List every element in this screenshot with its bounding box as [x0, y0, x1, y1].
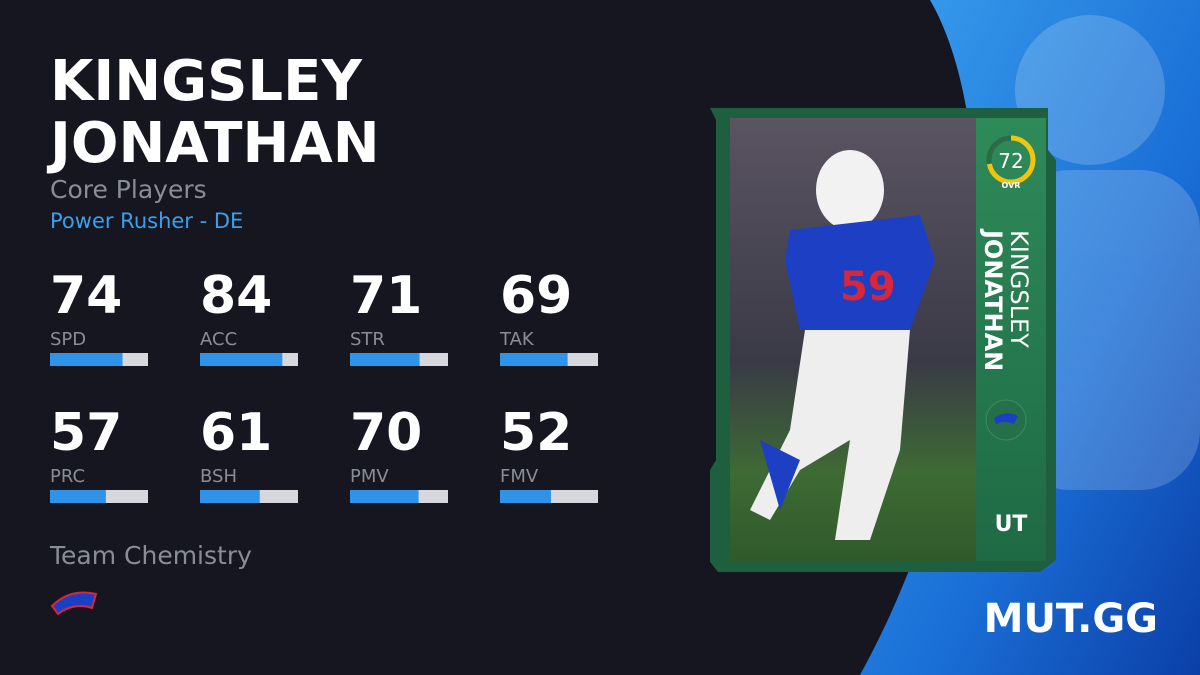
player-card: 59 72 OVR KINGSLEY JONATHAN UT: [710, 108, 1056, 572]
stat-label: FMV: [500, 466, 539, 487]
ovr-ring: [986, 135, 1036, 185]
stat-bar: [200, 490, 260, 503]
archetype: Power Rusher - DE: [50, 209, 243, 233]
stat-label: BSH: [200, 466, 237, 487]
stat-bar: [50, 353, 123, 366]
stat-bar: [500, 353, 568, 366]
stat-label: STR: [350, 329, 385, 350]
stat-bar: [200, 353, 283, 366]
stat-value: 71: [350, 266, 422, 326]
stat-value: 57: [50, 403, 122, 463]
brand-logo: MUT.GG: [984, 596, 1158, 642]
stat-bar: [350, 490, 419, 503]
stats-grid: 74 SPD 84 ACC 71 STR 69 TAK 57 PRC 61 BSH 70 PMV 52 FMV: [50, 266, 598, 503]
stat-bar: [50, 490, 106, 503]
stat-value: 61: [200, 403, 272, 463]
stat-label: ACC: [200, 329, 237, 350]
player-figure: 59: [750, 150, 935, 540]
ovr-label: OVR: [1002, 181, 1021, 190]
bg-player-silhouette: [1010, 15, 1200, 490]
stat-value: 70: [350, 403, 422, 463]
stat-label: SPD: [50, 329, 86, 350]
stat-value: 69: [500, 266, 572, 326]
ovr-value: 72: [998, 149, 1023, 173]
card-sidebar: [976, 118, 1046, 561]
card-last-name: JONATHAN: [979, 228, 1007, 371]
card-first-name: KINGSLEY: [1005, 230, 1033, 348]
stat-label: PMV: [350, 466, 389, 487]
stat-bar: [350, 353, 420, 366]
stat-bar: [500, 490, 551, 503]
stat-value: 52: [500, 403, 572, 463]
card-badge: UT: [995, 512, 1028, 537]
jersey-number: 59: [840, 264, 896, 310]
program: Core Players: [50, 175, 207, 204]
stat-value: 74: [50, 266, 122, 326]
stat-value: 84: [200, 266, 272, 326]
stat-label: PRC: [50, 466, 85, 487]
player-name-line: KINGSLEY: [50, 49, 363, 114]
chemistry-team-logo: [50, 591, 98, 616]
card-team-logo: [994, 413, 1018, 424]
stat-label: TAK: [499, 329, 535, 350]
chemistry-title: Team Chemistry: [49, 541, 252, 570]
player-name-line: JONATHAN: [46, 111, 380, 176]
